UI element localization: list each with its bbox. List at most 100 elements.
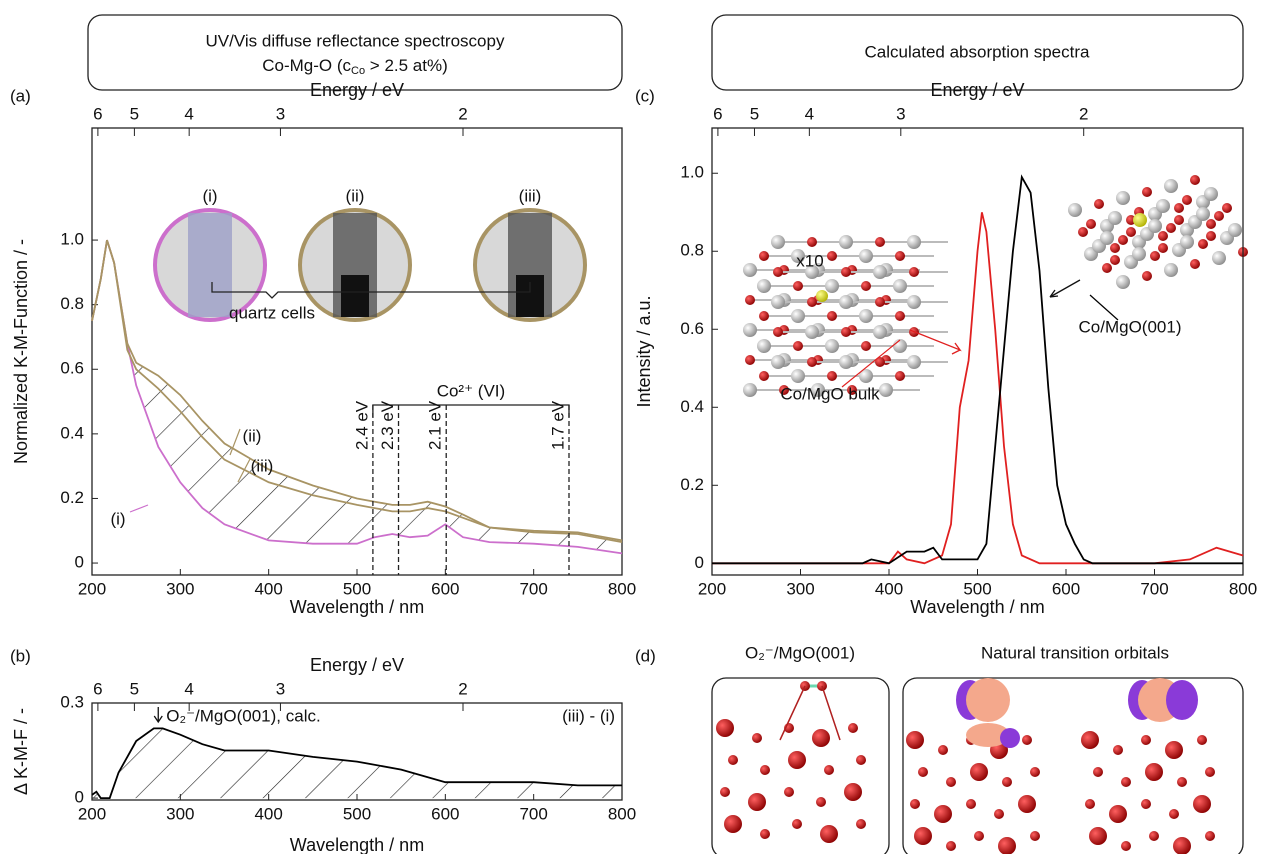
atom: [914, 827, 932, 845]
atom: [1133, 213, 1147, 227]
atom: [1142, 271, 1152, 281]
atom: [873, 265, 887, 279]
atom: [839, 355, 853, 369]
x2-tick-label: 2: [458, 104, 467, 123]
arrow: [154, 707, 162, 722]
atom: [1002, 777, 1012, 787]
atom: [720, 787, 730, 797]
x2-tick-label: 4: [184, 104, 193, 123]
atom: [1190, 259, 1200, 269]
x-tick-label: 700: [519, 579, 547, 598]
atom: [1094, 199, 1104, 209]
atom: [1149, 831, 1159, 841]
body: UV/Vis diffuse reflectance spectroscopy …: [0, 0, 1263, 854]
atom: [724, 815, 742, 833]
marker-label: 2.1 eV: [426, 400, 445, 450]
atom: [1100, 231, 1114, 245]
label-leader: [130, 505, 148, 512]
y-axis-title: Normalized K-M-Function / -: [11, 239, 31, 464]
atom: [970, 763, 988, 781]
series-label: Co/MgO(001): [1079, 317, 1182, 336]
atom: [1214, 211, 1224, 221]
atom: [1110, 243, 1120, 253]
x2-tick-label: 6: [713, 104, 722, 123]
structures: [716, 175, 1248, 854]
atom: [1089, 827, 1107, 845]
atom: [907, 355, 921, 369]
x2-axis-title: Energy / eV: [310, 655, 404, 675]
x-tick-label: 500: [343, 804, 371, 823]
atom: [1205, 831, 1215, 841]
y-tick-label: 1.0: [680, 163, 704, 182]
atom: [1110, 255, 1120, 265]
atom: [791, 369, 805, 383]
atom: [1150, 251, 1160, 261]
cuvette-powder: [516, 275, 544, 317]
atom: [745, 355, 755, 365]
atom: [771, 355, 785, 369]
atom: [994, 809, 1004, 819]
atom: [1145, 763, 1163, 781]
x-tick-label: 200: [78, 579, 106, 598]
x-tick-label: 300: [166, 579, 194, 598]
atom: [893, 339, 907, 353]
atom: [856, 755, 866, 765]
orbital: [1000, 728, 1020, 748]
atom: [1180, 235, 1194, 249]
x2-tick-label: 3: [276, 104, 285, 123]
atom: [1018, 795, 1036, 813]
atom: [820, 825, 838, 843]
band-label: Co²⁺ (VI): [437, 381, 505, 400]
x2-tick-label: 3: [276, 679, 285, 698]
atom: [812, 729, 830, 747]
atom: [859, 249, 873, 263]
x-tick-label: 200: [78, 804, 106, 823]
plot-frame: [712, 128, 1243, 575]
atom: [805, 325, 819, 339]
atom: [728, 755, 738, 765]
inset-label: (iii): [519, 186, 542, 205]
header-box: [88, 15, 622, 90]
atom: [906, 731, 924, 749]
panel-label: (c): [635, 86, 655, 105]
x2-tick-label: 6: [93, 104, 102, 123]
atom: [1121, 777, 1131, 787]
atom: [966, 799, 976, 809]
atom: [895, 311, 905, 321]
x-axis-title: Wavelength / nm: [290, 835, 424, 854]
atom: [1206, 219, 1216, 229]
x2-tick-label: 5: [750, 104, 759, 123]
x2-tick-label: 6: [93, 679, 102, 698]
atom: [825, 279, 839, 293]
header-sub: Co: [351, 65, 365, 77]
atom: [848, 723, 858, 733]
atom: [1158, 243, 1168, 253]
pointer: [1050, 280, 1080, 297]
atom: [1121, 841, 1131, 851]
atom: [1132, 247, 1146, 261]
atom: [910, 799, 920, 809]
atom: [1158, 231, 1168, 241]
atom: [907, 235, 921, 249]
atom: [861, 281, 871, 291]
x-tick-label: 600: [1052, 579, 1080, 598]
orbital: [1166, 680, 1198, 720]
atom: [1141, 735, 1151, 745]
atom: [1093, 767, 1103, 777]
x-tick-label: 600: [431, 804, 459, 823]
atom: [1118, 235, 1128, 245]
atom: [760, 765, 770, 775]
hatch-fill: [92, 728, 622, 798]
page: {"header_left": {"line1": "UV/Vis diffus…: [0, 0, 1263, 854]
atom: [1198, 239, 1208, 249]
atom: [841, 327, 851, 337]
atom: [1190, 175, 1200, 185]
atom: [788, 751, 806, 769]
y-tick-label: 0.4: [60, 423, 84, 442]
atom: [938, 745, 948, 755]
atom: [1206, 231, 1216, 241]
atom: [1030, 831, 1040, 841]
header-part: > 2.5 at%): [365, 56, 448, 75]
marker-label: 1.7 eV: [548, 400, 567, 450]
atom: [946, 777, 956, 787]
